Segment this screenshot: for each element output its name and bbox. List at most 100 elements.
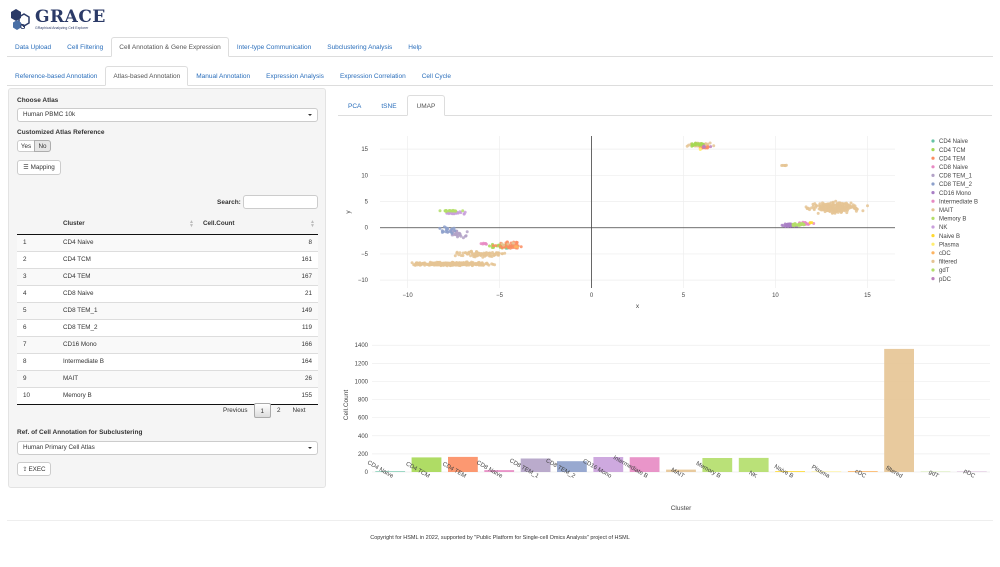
row-cell-count: 21 [197,284,318,302]
data-point [486,262,489,266]
ref-annotation-select[interactable]: Human Primary Cell Atlas [17,441,318,455]
tab-reference-annotation[interactable]: Reference-based Annotation [15,73,98,80]
data-point [838,201,841,205]
data-point [458,210,462,214]
table-row[interactable]: 7 CD16 Mono 166 [17,335,318,353]
plot-tab-bar: PCA tSNE UMAP [338,95,992,116]
data-point [468,250,472,254]
legend-marker [931,208,935,212]
row-index: 5 [17,301,57,319]
tab-cell-cycle[interactable]: Cell Cycle [421,73,451,80]
bar [557,461,587,472]
data-point [847,206,851,210]
y-tick-label: 600 [358,416,369,422]
atlas-select[interactable]: Human PBMC 10k [17,108,318,122]
data-point [491,251,494,254]
row-index: 6 [17,318,57,336]
tab-data-upload[interactable]: Data Upload [15,44,52,51]
data-point [465,230,469,234]
data-point [482,241,485,245]
list-icon: ☰ [23,165,29,171]
data-point [475,254,479,258]
data-point [502,243,505,247]
legend-marker [931,234,935,238]
table-row[interactable]: 10 Memory B 155 [17,386,318,405]
table-row[interactable]: 1 CD4 Naive 8 [17,233,318,251]
no-toggle-button[interactable]: No [34,140,51,152]
data-point [456,235,459,239]
table-row[interactable]: 6 CD8 TEM_2 119 [17,318,318,336]
table-header-cell-count[interactable]: Cell.Count ▲ ▼ [197,214,318,235]
legend-entry: CD4 TEM [939,156,965,162]
bar [629,457,660,472]
bar [484,470,515,472]
table-header-index[interactable] [17,214,57,235]
y-axis-title: Cell.Count [343,390,350,421]
tab-expression-correlation[interactable]: Expression Correlation [339,73,406,80]
data-point [459,254,463,257]
mapping-button[interactable]: ☰ Mapping [17,160,61,175]
data-point [709,145,713,149]
data-point [453,232,457,236]
data-point [445,228,449,232]
table-row[interactable]: 5 CD8 TEM_1 149 [17,301,318,319]
data-point [461,209,465,213]
data-point [508,246,512,250]
cluster-header-label: Cluster [63,220,85,228]
table-row[interactable]: 8 Intermediate B 164 [17,352,318,370]
table-row[interactable]: 2 CD4 TCM 161 [17,250,318,268]
tab-expression-analysis[interactable]: Expression Analysis [266,73,324,80]
table-row[interactable]: 4 CD8 Naive 21 [17,284,318,302]
data-point [437,262,441,266]
tab-cell-filtering[interactable]: Cell Filtering [67,44,104,51]
data-point [849,201,853,205]
row-index: 4 [17,284,57,302]
data-point [866,204,869,208]
data-point [416,261,420,265]
legend-marker [931,148,935,152]
table-header-cluster[interactable]: Cluster ▲ ▼ [57,214,197,235]
data-point [822,206,826,210]
tab-umap[interactable]: UMAP [406,95,446,116]
data-point [466,263,470,266]
table-row[interactable]: 9 MAIT 26 [17,369,318,387]
data-point [479,252,483,256]
pagination-previous[interactable]: Previous [223,407,248,414]
table-row[interactable]: 3 CD4 TEM 167 [17,267,318,285]
row-cell-count: 8 [197,233,318,251]
tab-inter-type-communication[interactable]: Inter-type Communication [236,44,312,51]
tab-help[interactable]: Help [408,44,422,51]
pagination-page-2[interactable]: 2 [277,407,281,414]
umap-scatter-chart[interactable]: −10 −5 0 5 10 15 −10 −5 0 5 10 15 x y CD4 Naive CD4 TCM… [330,128,995,313]
tab-pca[interactable]: PCA [348,103,362,110]
yes-toggle-button[interactable]: Yes [17,140,35,152]
exec-button[interactable]: ⇪ EXEC [17,462,51,476]
choose-atlas-label: Choose Atlas [17,97,59,104]
tab-tsne[interactable]: tSNE [381,103,397,110]
data-point [792,222,796,226]
legend-entry: gdT [939,268,950,274]
series-cd8-naive [479,241,488,246]
legend-entry: pDC [939,277,952,283]
tab-cell-annotation[interactable]: Cell Annotation & Gene Expression [111,37,229,57]
data-point [442,262,445,266]
pagination-next[interactable]: Next [292,407,306,414]
table-search-input[interactable] [243,195,318,209]
legend-entry: Naive B [939,234,960,240]
legend-marker [931,191,935,195]
legend-entry: CD16 Mono [939,191,972,197]
data-point [435,262,439,266]
row-index: 9 [17,369,57,387]
tab-subclustering[interactable]: Subclustering Analysis [327,44,393,51]
x-tick-label: CD8 Naive [475,460,504,480]
tab-atlas-annotation[interactable]: Atlas-based Annotation [105,66,189,86]
row-cell-count: 155 [197,386,318,405]
bar [448,456,478,472]
bar [593,457,624,472]
data-point [463,210,467,214]
atlas-select-value: Human PBMC 10k [23,111,76,118]
pagination-page-1[interactable]: 1 [253,403,272,418]
data-point [703,145,707,149]
tab-manual-annotation[interactable]: Manual Annotation [196,73,251,80]
